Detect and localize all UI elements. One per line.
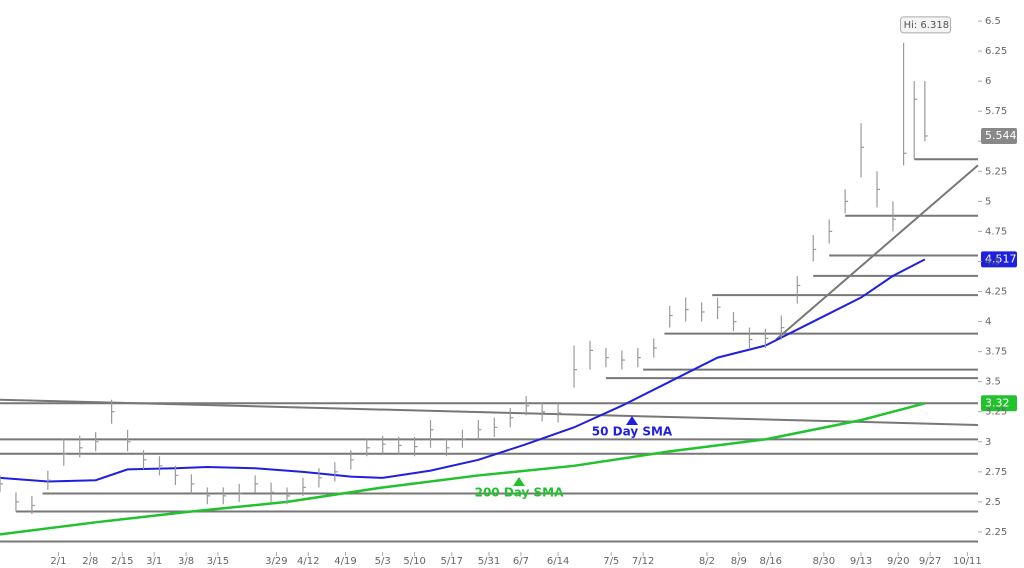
x-tick-label: 5/31 xyxy=(478,556,500,567)
x-tick-label: 6/7 xyxy=(513,556,529,567)
x-tick-label: 9/20 xyxy=(887,556,909,567)
y-tick-label: 4.25 xyxy=(985,287,1007,298)
y-tick-label: 4.75 xyxy=(985,226,1007,237)
x-tick-label: 4/19 xyxy=(334,556,356,567)
y-tick-label: 4.5 xyxy=(985,256,1001,267)
sma-marker xyxy=(513,477,525,486)
x-tick-label: 3/15 xyxy=(207,556,229,567)
y-tick-label: 3.25 xyxy=(985,407,1007,418)
badge-text: 4.517 xyxy=(985,252,1017,265)
x-tick-label: 5/17 xyxy=(441,556,463,567)
sma-label: 50 Day SMA xyxy=(592,425,673,439)
sma-label: 200 Day SMA xyxy=(475,486,565,500)
x-tick-label: 9/27 xyxy=(919,556,941,567)
x-tick-label: 6/14 xyxy=(547,556,569,567)
sma-line xyxy=(0,258,926,483)
last-price-text: 5.544 xyxy=(985,129,1017,142)
y-tick-label: 3.75 xyxy=(985,347,1007,358)
x-tick-label: 3/1 xyxy=(146,556,162,567)
trend-line xyxy=(0,398,979,426)
last-price-badge xyxy=(981,127,1017,144)
x-tick-label: 3/8 xyxy=(178,556,194,567)
y-tick-label: 6.25 xyxy=(985,46,1007,57)
y-tick-label: 3 xyxy=(985,437,991,448)
y-tick-label: 2.5 xyxy=(985,497,1001,508)
y-tick-label: 4 xyxy=(985,317,991,328)
y-tick-label: 6.5 xyxy=(985,16,1001,27)
y-tick-label: 5.75 xyxy=(985,106,1007,117)
x-tick-label: 8/16 xyxy=(759,556,781,567)
price-axis xyxy=(978,0,1024,568)
trend-line xyxy=(775,164,979,341)
x-tick-label: 8/9 xyxy=(731,556,747,567)
x-tick-label: 2/8 xyxy=(82,556,98,567)
high-badge xyxy=(900,16,952,34)
price-badge xyxy=(981,395,1017,412)
x-tick-label: 2/1 xyxy=(50,556,66,567)
y-tick-label: 6 xyxy=(985,76,991,87)
x-tick-label: 8/30 xyxy=(813,556,835,567)
sma-marker xyxy=(626,416,638,425)
badge-text: 3.32 xyxy=(985,396,1010,409)
x-tick-label: 8/2 xyxy=(699,556,715,567)
y-tick-label: 2.75 xyxy=(985,467,1007,478)
y-tick-label: 5.25 xyxy=(985,166,1007,177)
x-tick-label: 2/15 xyxy=(111,556,133,567)
x-tick-label: 5/3 xyxy=(375,556,391,567)
price-badge xyxy=(981,251,1017,268)
y-tick-label: 2.25 xyxy=(985,527,1007,538)
high-label: Hi: 6.318 xyxy=(904,20,949,31)
x-tick-label: 3/29 xyxy=(265,556,287,567)
y-tick-label: 5 xyxy=(985,196,991,207)
x-tick-label: 4/12 xyxy=(297,556,319,567)
x-tick-label: 9/13 xyxy=(850,556,872,567)
x-tick-label: 7/12 xyxy=(632,556,654,567)
x-tick-label: 7/5 xyxy=(603,556,619,567)
x-tick-label: 10/11 xyxy=(953,556,982,567)
y-tick-label: 3.5 xyxy=(985,377,1001,388)
sma-line xyxy=(0,402,926,536)
x-tick-label: 5/10 xyxy=(403,556,425,567)
